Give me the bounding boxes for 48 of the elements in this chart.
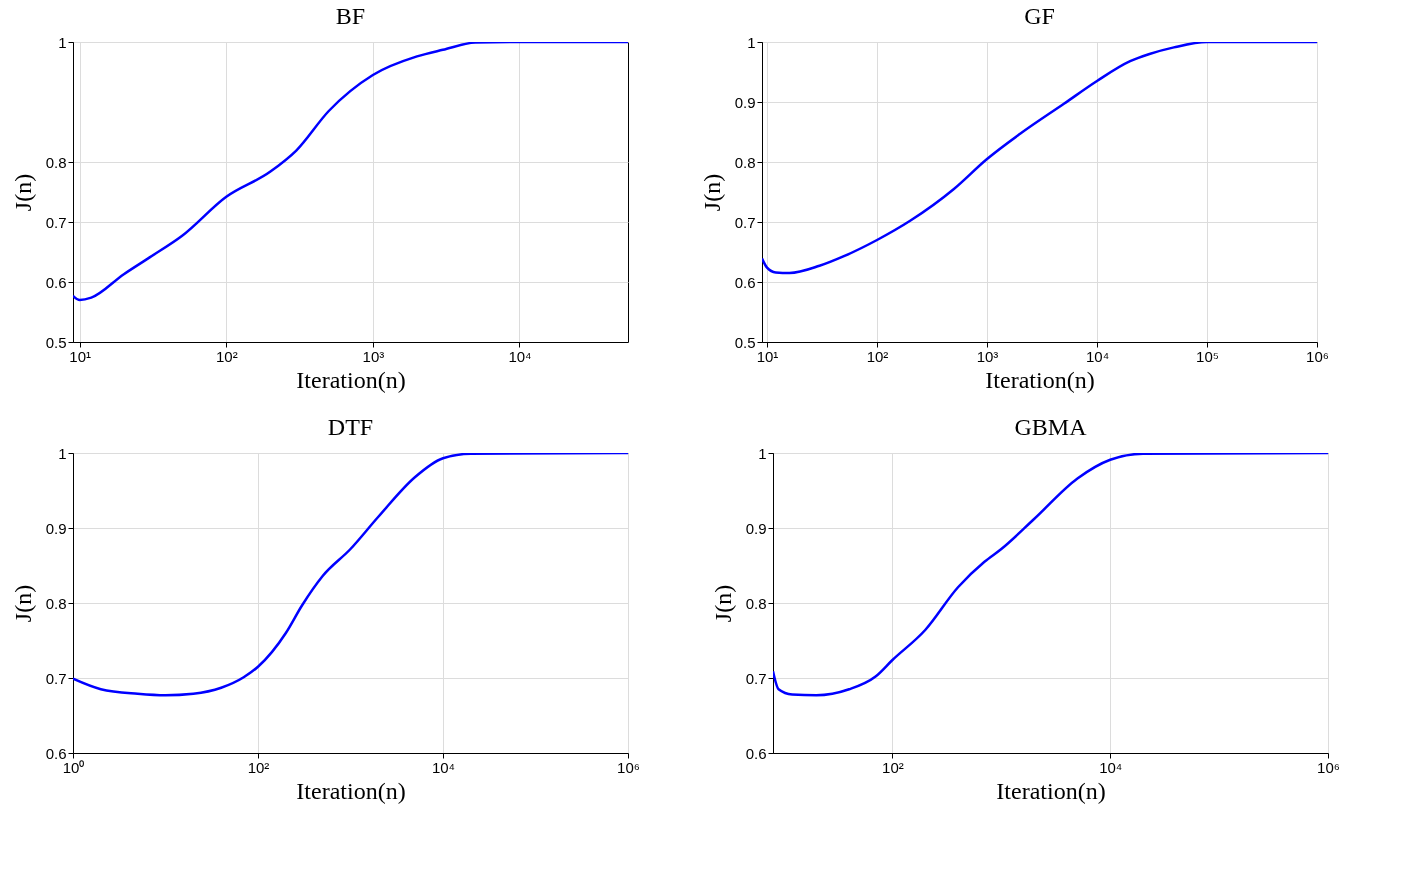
x-tick-label: 10²: [882, 758, 904, 776]
x-axis-title: Iteration(n): [985, 366, 1095, 393]
y-tick-label: 0.8: [45, 153, 67, 171]
y-axis-title: J(n): [9, 173, 36, 212]
x-tick-label: 10²: [215, 347, 238, 365]
y-axis-title: J(n): [9, 584, 36, 623]
x-tick-label: 10¹: [69, 347, 92, 365]
x-tick-label: 10⁶: [1317, 758, 1340, 776]
chart-title: BF: [335, 3, 366, 29]
y-tick-label: 0.5: [734, 333, 756, 351]
chart-title: GBMA: [1014, 414, 1088, 440]
x-tick-label: 10⁴: [431, 758, 456, 776]
chart-title: GF: [1024, 3, 1055, 29]
y-tick-label: 0.7: [745, 669, 767, 687]
x-tick-label: 10³: [362, 347, 385, 365]
y-axis-title: J(n): [698, 173, 725, 212]
y-tick-label: 1: [58, 444, 67, 462]
y-tick-label: 0.7: [45, 213, 67, 231]
x-tick-label: 10³: [976, 347, 999, 365]
y-tick-label: 0.6: [45, 273, 67, 291]
x-tick-label: 10²: [866, 347, 889, 365]
y-tick-label: 0.6: [745, 744, 767, 762]
x-tick-label: 10⁶: [1306, 347, 1329, 365]
x-tick-label: 10⁶: [617, 758, 640, 776]
x-tick-label: 10⁴: [1099, 758, 1123, 776]
x-tick-label: 10²: [247, 758, 270, 776]
y-tick-label: 1: [58, 33, 67, 51]
y-axis-title: J(n): [709, 584, 736, 623]
y-tick-label: 0.8: [745, 594, 767, 612]
x-tick-label: 10⁴: [1085, 347, 1110, 365]
x-axis-title: Iteration(n): [996, 777, 1106, 804]
y-tick-label: 0.9: [745, 519, 767, 537]
x-tick-label: 10⁵: [1196, 347, 1219, 365]
x-axis-title: Iteration(n): [296, 777, 406, 804]
y-tick-label: 0.8: [734, 153, 756, 171]
y-tick-label: 1: [758, 444, 767, 462]
y-tick-label: 0.6: [734, 273, 756, 291]
x-tick-label: 10¹: [756, 347, 779, 365]
y-tick-label: 0.5: [45, 333, 67, 351]
y-tick-label: 0.8: [45, 594, 67, 612]
x-axis-title: Iteration(n): [296, 366, 406, 393]
y-tick-label: 1: [747, 33, 756, 51]
x-tick-label: 10⁴: [508, 347, 532, 365]
y-tick-label: 0.7: [45, 669, 67, 687]
y-tick-label: 0.7: [734, 213, 756, 231]
y-tick-label: 0.9: [45, 519, 67, 537]
chart-title: DTF: [327, 414, 374, 440]
y-tick-label: 0.9: [734, 93, 756, 111]
